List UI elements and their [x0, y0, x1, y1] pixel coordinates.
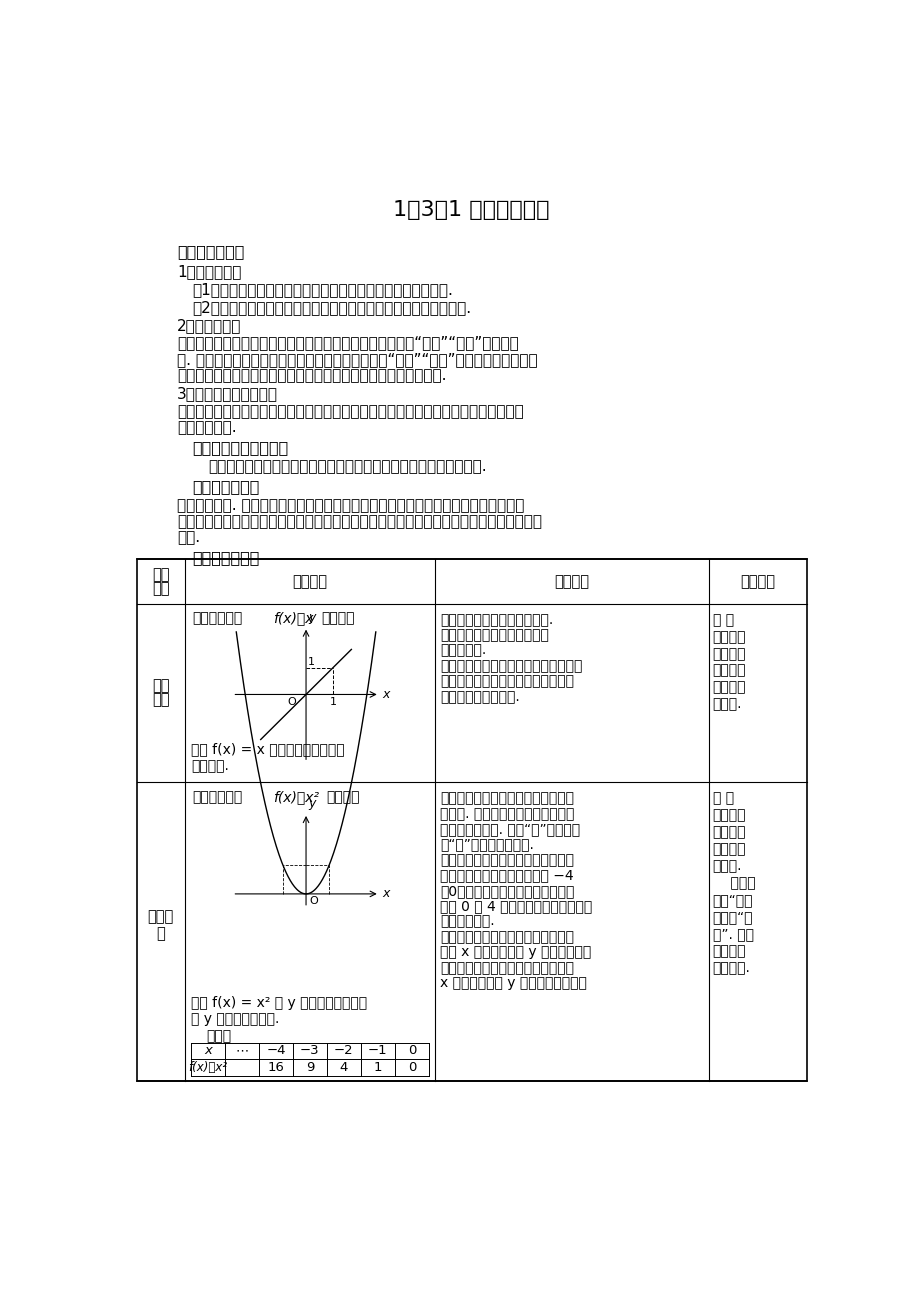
Text: 规律即函数的单调性.: 规律即函数的单调性.: [440, 690, 519, 704]
Text: x: x: [382, 687, 390, 700]
Text: 数图象的: 数图象的: [711, 630, 745, 643]
Text: 4: 4: [339, 1061, 347, 1074]
Text: 化差异.: 化差异.: [711, 859, 742, 874]
Text: 环节: 环节: [152, 581, 169, 596]
Text: 取函数单: 取函数单: [711, 664, 745, 677]
Text: 问题: 问题: [152, 693, 169, 707]
Text: 图象上升，称函数为增函数；自变量: 图象上升，称函数为增函数；自变量: [440, 961, 573, 975]
Text: 师：不同函数，其图象上升、下降规: 师：不同函数，其图象上升、下降规: [440, 792, 573, 806]
Text: O: O: [287, 697, 296, 707]
Text: 在 y 轴右侧是上升的.: 在 y 轴右侧是上升的.: [191, 1013, 279, 1026]
Text: 1: 1: [373, 1061, 381, 1074]
Text: 16: 16: [267, 1061, 284, 1074]
Text: 自然语言的描述提升到形式化的定义，从而构造函数单调性的概念.: 自然语言的描述提升到形式化的定义，从而构造函数单调性的概念.: [176, 368, 446, 383]
Text: 教学内容: 教学内容: [292, 574, 327, 589]
Text: 在形与数的结合中感知数学的内在美，在图形语言、自然语言、数学语言的转化中感知: 在形与数的结合中感知数学的内在美，在图形语言、自然语言、数学语言的转化中感知: [176, 404, 523, 419]
Text: 生：看图，并说出自己对图象: 生：看图，并说出自己对图象: [440, 629, 549, 642]
Text: 观察二次函数: 观察二次函数: [192, 790, 243, 803]
Text: （2）能利用函数图象划分函数的单调区间，并能利用定义进行证明.: （2）能利用函数图象划分函数的单调区间，并能利用定义进行证明.: [192, 301, 471, 315]
Text: 观察一次函数: 观察一次函数: [192, 612, 243, 625]
Text: 观认识.: 观认识.: [711, 698, 742, 712]
Text: 重点：理解增函数、减函数的概念；难点：单调性概念的形成与应用.: 重点：理解增函数、减函数的概念；难点：单调性概念的形成与应用.: [208, 460, 486, 475]
Text: 调性的直: 调性的直: [711, 681, 745, 694]
Text: 方法.: 方法.: [176, 530, 200, 546]
Text: 引入深: 引入深: [147, 909, 174, 923]
Text: 由一元一次函数、一元二次函数的图象，让学生从图象获得“上升”“下降”的整体认: 由一元一次函数、一元二次函数的图象，让学生从图象获得“上升”“下降”的整体认: [176, 336, 518, 350]
Text: f(x)．x²: f(x)．x²: [188, 1061, 227, 1074]
Text: −1: −1: [368, 1044, 387, 1057]
Text: 是上升的.: 是上升的.: [191, 759, 229, 773]
Text: 师：函数值是由自变量的增大而增大，: 师：函数值是由自变量的增大而增大，: [440, 659, 583, 673]
Text: O: O: [309, 896, 318, 906]
Text: 1: 1: [329, 697, 336, 707]
Text: 师：表格数值变化的一般规随是：自: 师：表格数值变化的一般规随是：自: [440, 930, 573, 944]
Text: （二）教学重点和难点: （二）教学重点和难点: [192, 440, 289, 456]
Text: 到0变化，函数值随着变小；而自变: 到0变化，函数值随着变小；而自变: [440, 884, 574, 898]
Text: 引导学: 引导学: [711, 876, 754, 891]
Text: 识. 利用函数对应的表格，用自然语言描述图象特征“上升”“下降”最后运用数学符号将: 识. 利用函数对应的表格，用自然语言描述图象特征“上升”“下降”最后运用数学符号…: [176, 352, 537, 367]
Text: 的直观认识.: 的直观认识.: [440, 643, 486, 658]
Text: 律不同. 且同一函数在不同区间上的: 律不同. 且同一函数在不同区间上的: [440, 807, 574, 820]
Text: 1: 1: [307, 656, 314, 667]
Text: 数学的严谨美.: 数学的严谨美.: [176, 421, 236, 435]
Text: 讨论式教学法. 在老师的引导下，学生在回顾旧知，细心观察、认真分析、严谨论证的: 讨论式教学法. 在老师的引导下，学生在回顾旧知，细心观察、认真分析、严谨论证的: [176, 499, 524, 513]
Text: （三）教学方法: （三）教学方法: [192, 479, 259, 493]
Text: 1．知识与技能: 1．知识与技能: [176, 264, 241, 279]
Text: 提出: 提出: [152, 678, 169, 694]
Text: −4: −4: [266, 1044, 286, 1057]
Text: 函数 f(x) = x 的图象特征由左到右: 函数 f(x) = x 的图象特征由左到右: [191, 742, 345, 756]
Text: 量由 0 到 4 变化，函数值随着自变量: 量由 0 到 4 变化，函数值随着自变量: [440, 900, 592, 913]
Text: f(x)．x: f(x)．x: [273, 612, 313, 625]
Text: 师：引导学生观察图象的升降.: 师：引导学生观察图象的升降.: [440, 613, 553, 626]
Text: 3．情感、态度与价格观: 3．情感、态度与价格观: [176, 387, 278, 401]
Text: 在 函: 在 函: [711, 613, 732, 626]
Text: y: y: [308, 611, 315, 624]
Text: 过渡到“数: 过渡到“数: [711, 910, 753, 924]
Text: ⋯: ⋯: [235, 1044, 248, 1057]
Text: 设计意图: 设计意图: [740, 574, 775, 589]
Bar: [137, 559, 806, 1081]
Text: 列表：: 列表：: [206, 1030, 232, 1043]
Text: 同一函数: 同一函数: [711, 809, 745, 823]
Text: 在不同区: 在不同区: [711, 825, 745, 840]
Text: （一）教学目标: （一）教学目标: [176, 243, 244, 259]
Text: 0: 0: [407, 1061, 415, 1074]
Text: 的图象：: 的图象：: [321, 612, 354, 625]
Text: 定量分析.: 定量分析.: [711, 961, 750, 975]
Text: 变量 x 增大，函数值 y 也增大，函数: 变量 x 增大，函数值 y 也增大，函数: [440, 945, 591, 960]
Text: 2．过程与方法: 2．过程与方法: [176, 318, 241, 333]
Text: x: x: [382, 888, 390, 901]
Text: 从“数”的方面如何反映.: 从“数”的方面如何反映.: [440, 837, 534, 852]
Text: （四）教学过程: （四）教学过程: [192, 549, 259, 565]
Text: 函数 f(x) = x² 在 y 轴左侧是下降的，: 函数 f(x) = x² 在 y 轴左侧是下降的，: [191, 996, 367, 1010]
Text: 或由自变量的增大而减小，这种变化: 或由自变量的增大而减小，这种变化: [440, 674, 573, 689]
Text: 间上的变: 间上的变: [711, 842, 745, 857]
Text: （1）理解函数单调性的定义、明确增函数、减函数的图象特征.: （1）理解函数单调性的定义、明确增函数、减函数的图象特征.: [192, 283, 453, 298]
Text: −2: −2: [334, 1044, 353, 1057]
Text: 变化规律也不同. 这是“形”的方面，: 变化规律也不同. 这是“形”的方面，: [440, 823, 580, 836]
Text: 学习过程中生疑与析疑，合作与交流，归纳与总结的过程中获得新知，从而形成概念，掌握: 学习过程中生疑与析疑，合作与交流，归纳与总结的过程中获得新知，从而形成概念，掌握: [176, 514, 541, 530]
Text: 师生互动: 师生互动: [554, 574, 589, 589]
Text: 性分析到: 性分析到: [711, 944, 745, 958]
Text: 变”. 从定: 变”. 从定: [711, 927, 753, 941]
Text: 的图象：: 的图象：: [325, 790, 359, 803]
Text: 0: 0: [407, 1044, 415, 1057]
Text: f(x)．x²: f(x)．x²: [273, 790, 319, 803]
Text: 教学: 教学: [152, 566, 169, 582]
Text: 生从“形变: 生从“形变: [711, 893, 753, 907]
Text: 9: 9: [305, 1061, 313, 1074]
Text: x: x: [204, 1044, 211, 1057]
Text: 体 会: 体 会: [711, 792, 732, 806]
Text: 列表的数据变化可知自变量由 −4: 列表的数据变化可知自变量由 −4: [440, 868, 573, 883]
Text: 的变大而变大.: 的变大而变大.: [440, 915, 494, 928]
Text: 1．3．1 函数的单调性: 1．3．1 函数的单调性: [392, 201, 550, 220]
Text: y: y: [308, 797, 315, 810]
Text: 观察中获: 观察中获: [711, 647, 745, 660]
Text: −3: −3: [300, 1044, 320, 1057]
Text: 题: 题: [156, 926, 165, 940]
Text: x 增大，函数值 y 反而减少，函数图: x 增大，函数值 y 反而减少，函数图: [440, 976, 586, 991]
Text: 生：函数作图时列表描点过程中，从: 生：函数作图时列表描点过程中，从: [440, 853, 573, 867]
